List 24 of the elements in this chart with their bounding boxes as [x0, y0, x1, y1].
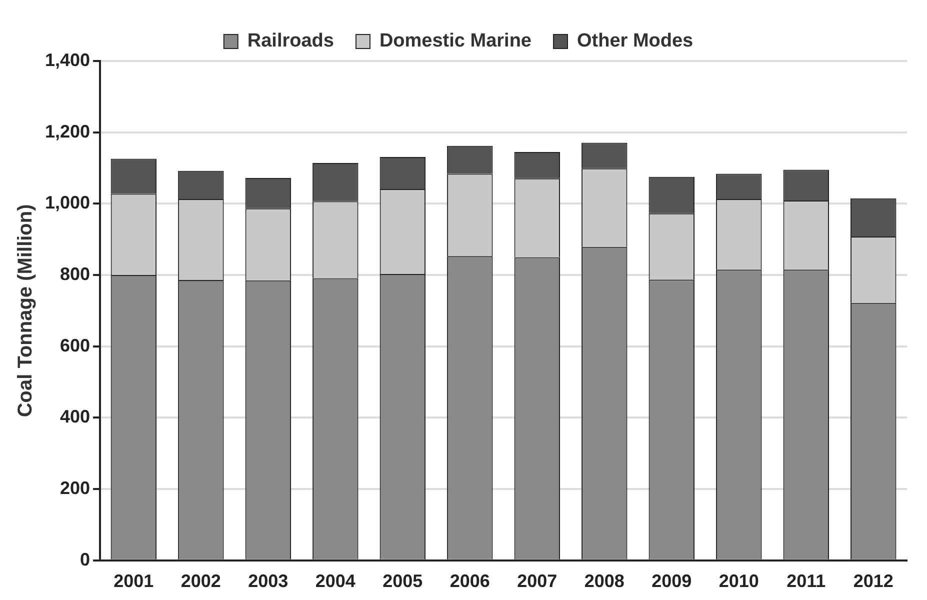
- legend-label: Other Modes: [577, 30, 694, 52]
- x-tick-label: 2010: [718, 571, 759, 592]
- legend-label: Domestic Marine: [379, 30, 532, 52]
- y-tick-label: 400: [60, 406, 90, 427]
- x-tick-label: 2002: [180, 571, 221, 592]
- x-tick-label: 2003: [248, 571, 288, 592]
- y-tick-label: 1,200: [44, 121, 90, 142]
- y-tick-label: 1,400: [44, 50, 90, 70]
- x-tick-label: 2012: [853, 571, 894, 592]
- x-tick-label: 2007: [517, 571, 558, 592]
- y-tick-label: 0: [80, 549, 90, 570]
- x-tick-label: 2005: [382, 571, 423, 592]
- legend-label: Railroads: [247, 30, 334, 52]
- y-tick-label: 200: [60, 478, 90, 498]
- y-tick-label: 600: [60, 335, 90, 356]
- x-tick-label: 2008: [584, 571, 624, 592]
- x-tick-label: 2009: [652, 571, 692, 592]
- y-axis-title: Coal Tonnage (Million): [14, 204, 37, 418]
- y-tick-label: 800: [60, 264, 90, 284]
- y-tick-label: 1,000: [44, 192, 90, 213]
- x-tick-label: 2001: [114, 571, 154, 592]
- x-tick-label: 2006: [450, 571, 490, 592]
- x-tick-label: 2011: [786, 571, 826, 592]
- x-tick-label: 2004: [315, 571, 356, 592]
